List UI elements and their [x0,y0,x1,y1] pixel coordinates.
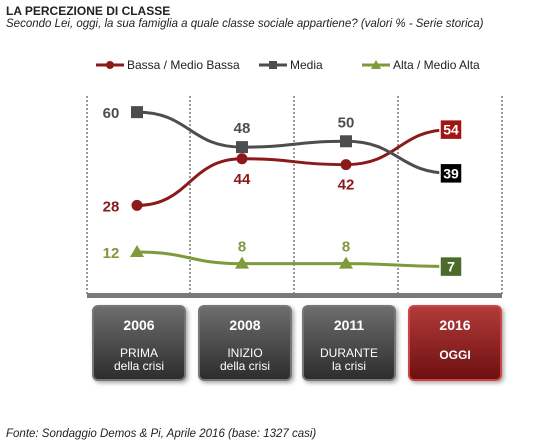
source-note: Fonte: Sondaggio Demos & Pi, Aprile 2016… [6,428,317,440]
period-line2: della crisi [219,359,270,373]
data-label: 60 [103,105,120,122]
data-label: 42 [338,177,355,194]
data-point [131,199,143,211]
data-point [130,245,144,258]
period-line2: della crisi [113,359,164,373]
baseline-band [87,293,502,298]
legend-label-alta: Alta / Medio Alta [393,58,480,72]
data-label: 54 [443,122,459,138]
period-year: 2016 [439,317,471,333]
data-point [236,141,248,154]
legend-label-bassa: Bassa / Medio Bassa [127,58,240,72]
series-line-1 [136,110,452,175]
legend-item-media: Media [259,58,323,72]
data-point [131,106,143,119]
period-year: 2006 [123,317,155,333]
data-label-box [439,255,463,278]
period-line1: DURANTE [319,346,378,360]
legend-label-media: Media [290,58,323,72]
period-line1: INIZIO [227,346,263,360]
legend-item-bassa: Bassa / Medio Bassa [96,58,240,72]
data-label: 48 [234,120,251,137]
data-label: 12 [103,245,120,262]
period-year: 2008 [229,317,261,333]
period-line2: la crisi [331,359,366,373]
data-point [236,153,248,165]
legend-item-alta: Alta / Medio Alta [362,58,480,72]
period-box-2008: 2008 INIZIO della crisi [198,305,292,381]
data-label-box [439,162,463,185]
period-box-2011: 2011 DURANTE la crisi [302,305,396,381]
line-chart: 28 44 42 54 60 48 50 39 12 8 8 7 [86,96,503,298]
data-label: 50 [338,114,355,131]
data-point [339,256,353,269]
data-label: 28 [103,198,120,215]
period-box-2016: 2016 OGGI [408,305,502,381]
period-line1: PRIMA [119,346,158,360]
chart-subtitle: Secondo Lei, oggi, la sua famiglia a qua… [6,18,484,30]
data-label: 8 [342,239,350,256]
data-label: 39 [443,165,459,181]
data-label: 7 [447,259,455,275]
data-label-box [439,118,463,141]
data-point [340,159,352,171]
data-point [235,256,249,269]
period-box-2006: 2006 PRIMA della crisi [92,305,186,381]
series-line-2 [136,250,452,269]
data-point [340,135,352,148]
period-year: 2011 [333,317,365,333]
series-line-0 [136,128,452,207]
data-label: 8 [238,239,246,256]
chart-title: LA PERCEZIONE DI CLASSE [6,4,171,18]
period-line1: OGGI [439,348,471,362]
data-label: 44 [234,171,251,188]
